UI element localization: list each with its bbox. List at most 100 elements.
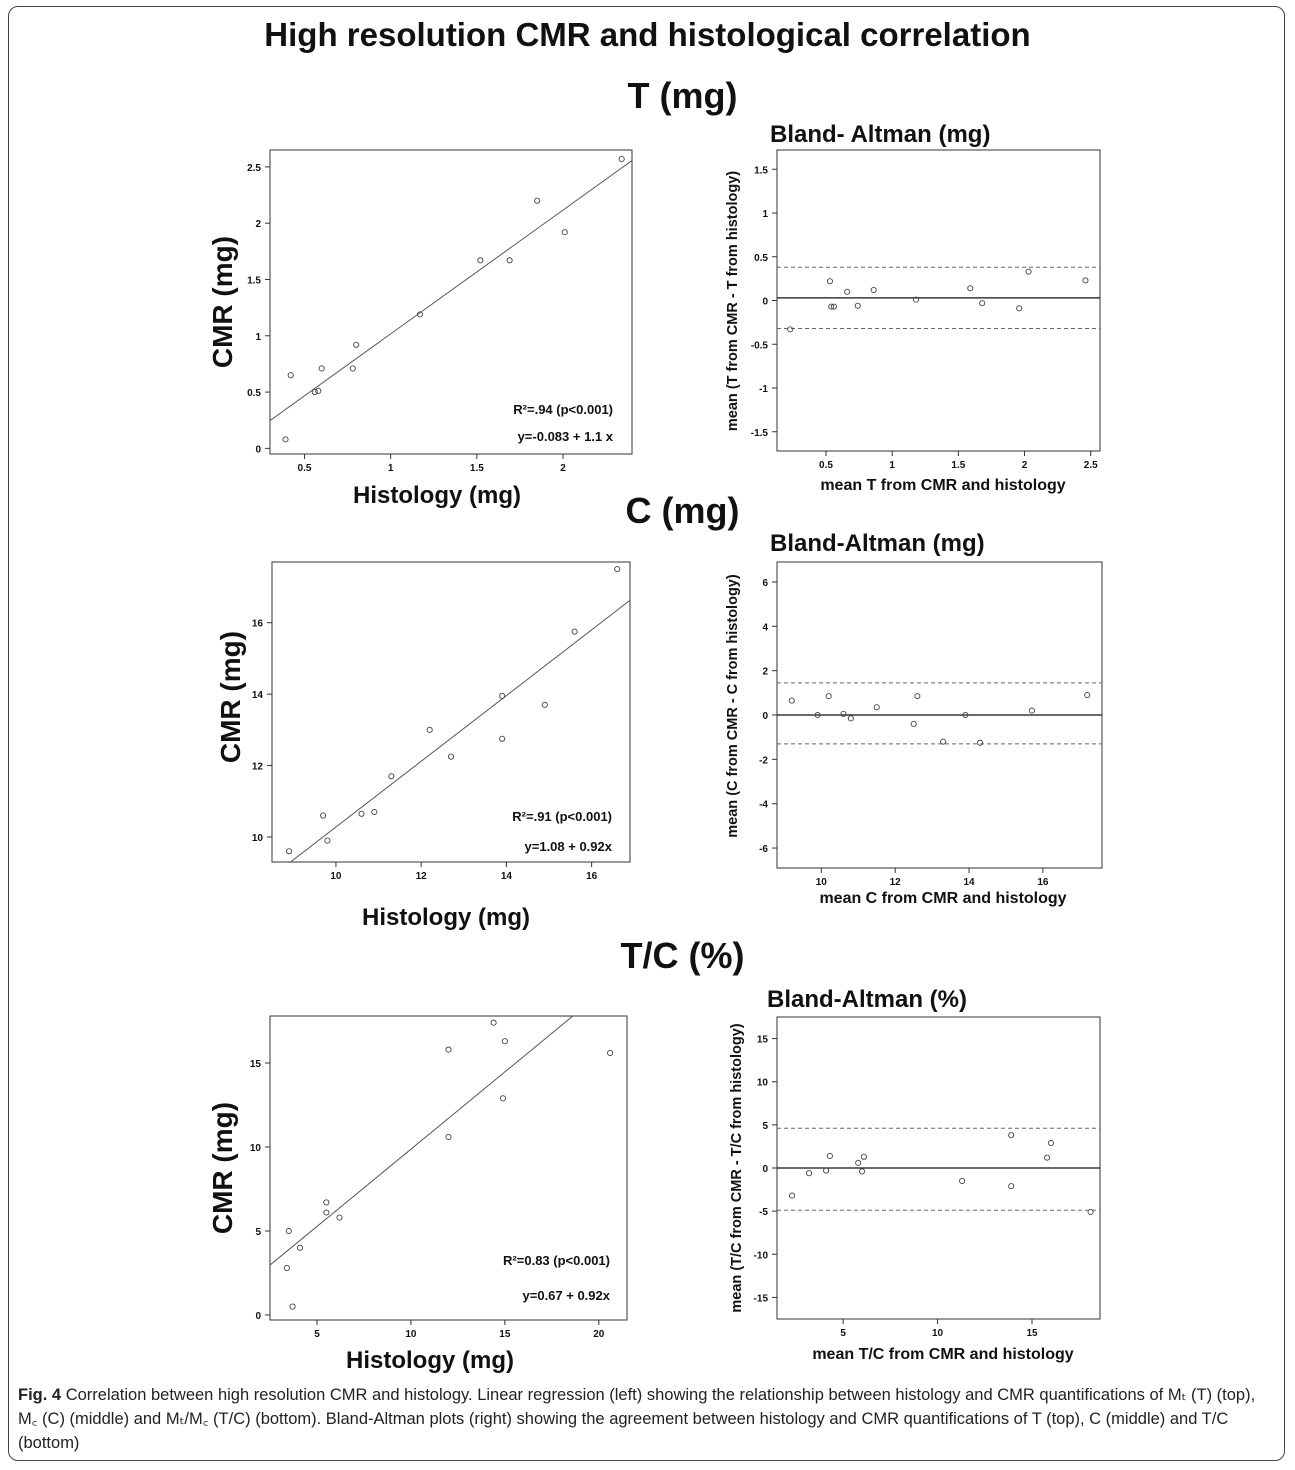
- y-tick-label: -15: [754, 1293, 769, 1304]
- y-tick-label: 12: [252, 762, 264, 773]
- data-point: [506, 257, 513, 264]
- data-point: [789, 1192, 796, 1199]
- charts-canvas: 0.5 1 1.5 20 0.5 1 1.5 2 2.5 Histology (mg) CMR (m…: [207, 121, 1103, 1374]
- data-point: [289, 1303, 296, 1310]
- x-tick-label: 5: [840, 1328, 846, 1339]
- y-tick-label: 0: [255, 1311, 261, 1322]
- data-point: [979, 300, 986, 307]
- y-tick-label: 10: [252, 833, 264, 844]
- x-tick-label: 0.5: [298, 463, 312, 474]
- x-axis-label: mean C from CMR and histology: [819, 890, 1066, 907]
- data-point: [285, 848, 293, 855]
- data-point: [823, 1167, 830, 1174]
- y-tick-label: 14: [252, 690, 264, 701]
- x-tick-label: 1: [388, 463, 394, 474]
- plot-area-border: [269, 1015, 628, 1321]
- data-point: [323, 1209, 330, 1216]
- data-point: [416, 311, 424, 318]
- data-point: [311, 389, 318, 396]
- data-point: [787, 326, 794, 333]
- x-tick-label: 5: [314, 1329, 320, 1340]
- y-tick-label: 0.5: [754, 253, 768, 264]
- data-point: [873, 704, 880, 711]
- y-tick-label: 10: [757, 1078, 769, 1089]
- data-point: [501, 1038, 508, 1045]
- data-point: [318, 365, 325, 372]
- x-tick-label: 12: [890, 877, 902, 888]
- data-point: [336, 1214, 343, 1221]
- data-point: [1028, 707, 1035, 714]
- regression-line: [270, 160, 632, 421]
- section-title-t: T (mg): [627, 75, 738, 116]
- data-point: [1047, 1139, 1054, 1147]
- data-point: [320, 812, 327, 819]
- x-tick-label: 14: [963, 877, 975, 888]
- chart-title: Bland-Altman (mg): [770, 530, 985, 557]
- y-tick-label: 16: [252, 619, 264, 630]
- data-point: [607, 1049, 614, 1057]
- y-tick-label: 0.5: [247, 388, 261, 399]
- y-tick-label: 1.5: [754, 165, 768, 176]
- data-point: [858, 1168, 866, 1175]
- data-point: [1084, 691, 1091, 699]
- data-point: [1016, 305, 1023, 312]
- data-point: [287, 372, 294, 379]
- data-point: [940, 738, 947, 745]
- section-title-tc: T/C (%): [620, 935, 745, 976]
- data-point: [1044, 1154, 1051, 1161]
- x-axis-label: mean T from CMR and histology: [820, 477, 1065, 494]
- data-point: [297, 1244, 304, 1251]
- regression-equation-annotation: y=-0.083 + 1.1 x: [518, 429, 614, 444]
- data-point: [571, 628, 578, 635]
- data-point: [445, 1133, 452, 1140]
- data-point: [814, 711, 821, 719]
- data-point: [826, 278, 834, 285]
- data-point: [825, 693, 832, 700]
- data-point: [854, 302, 861, 309]
- y-tick-label: -5: [759, 1207, 768, 1218]
- plot-area-border: [776, 149, 1101, 452]
- y-tick-label: 10: [250, 1143, 262, 1154]
- chart-title: Bland-Altman (%): [767, 986, 967, 1013]
- x-tick-label: 1: [889, 460, 895, 471]
- x-tick-label: 2: [1022, 460, 1028, 471]
- x-axis-label: Histology (mg): [346, 1347, 514, 1374]
- x-tick-label: 1.5: [470, 463, 484, 474]
- y-tick-label: 1.5: [247, 275, 261, 286]
- data-point: [534, 197, 541, 204]
- data-point: [844, 288, 851, 295]
- x-tick-label: 12: [416, 871, 428, 882]
- chart-6: 5 10 15 15 10 5 0 -5 -10 -15 Bland-Altman (%) mean …: [729, 986, 1101, 1363]
- y-tick-label: -10: [754, 1250, 769, 1261]
- data-point: [282, 436, 289, 443]
- figure-caption: Fig. 4 Correlation between high resoluti…: [18, 1383, 1268, 1455]
- y-tick-label: 0: [255, 444, 261, 455]
- chart-2: 0.5 1 1.5 2 2.5 1.5 1 0.5 0 -0.5 -1 -1.5 Bland- Altm…: [725, 121, 1101, 494]
- x-tick-label: 16: [586, 871, 598, 882]
- r-squared-annotation: R²=.91 (p<0.001): [512, 809, 612, 824]
- data-point: [499, 1095, 507, 1102]
- y-tick-label: 6: [762, 578, 768, 589]
- data-point: [788, 697, 795, 704]
- y-tick-label: 5: [255, 1227, 261, 1238]
- x-tick-label: 16: [1037, 877, 1049, 888]
- data-point: [1025, 268, 1032, 275]
- chart-1: 0.5 1 1.5 2 0 0.5 1 1.5 2 2.5 Histology (mg) CMR (m…: [207, 149, 633, 509]
- data-point: [358, 810, 365, 817]
- data-point: [323, 1199, 330, 1206]
- data-point: [426, 726, 433, 733]
- y-axis-label: CMR (mg): [215, 631, 246, 763]
- y-axis-label: mean (C from CMR - C from histology): [725, 574, 741, 838]
- regression-equation-annotation: y=1.08 + 0.92x: [525, 839, 613, 854]
- data-point: [840, 710, 847, 717]
- y-tick-label: 4: [762, 622, 768, 633]
- x-tick-label: 2.5: [1084, 460, 1098, 471]
- caption-label: Fig. 4: [18, 1386, 62, 1404]
- x-axis-label: Histology (mg): [362, 904, 530, 931]
- regression-line: [270, 1016, 574, 1266]
- x-tick-label: 14: [501, 871, 513, 882]
- data-point: [830, 303, 837, 310]
- x-tick-label: 15: [499, 1329, 511, 1340]
- y-tick-label: -0.5: [751, 340, 769, 351]
- x-tick-label: 20: [593, 1329, 605, 1340]
